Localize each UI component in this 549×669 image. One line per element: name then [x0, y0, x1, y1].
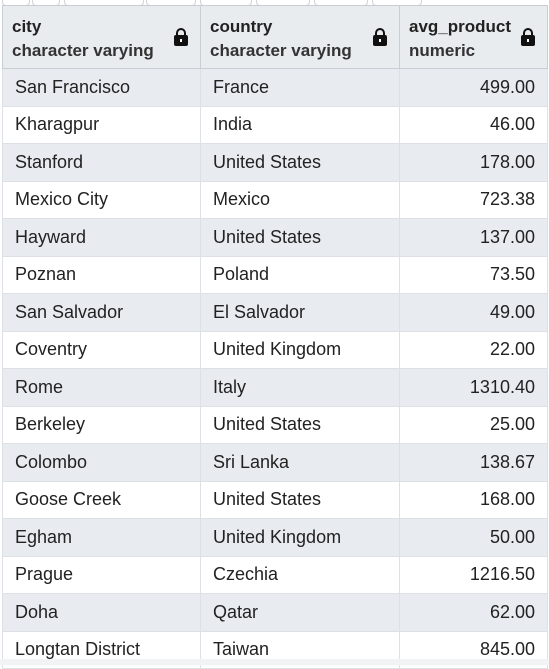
toolbar-button[interactable]	[314, 0, 368, 5]
column-name: city	[12, 17, 42, 36]
table-row[interactable]: Rome Italy 1310.40	[2, 368, 548, 407]
cell-country[interactable]: France	[200, 68, 400, 107]
cell-avg-product[interactable]: 1310.40	[399, 368, 548, 407]
table-row[interactable]: Prague Czechia 1216.50	[2, 555, 548, 594]
cell-country[interactable]: United States	[200, 143, 400, 182]
lock-icon	[521, 28, 535, 46]
toolbar-button[interactable]	[200, 0, 252, 5]
cell-avg-product[interactable]: 50.00	[399, 518, 548, 557]
table-row[interactable]: Stanford United States 178.00	[2, 143, 548, 182]
cell-country[interactable]: El Salvador	[200, 293, 400, 332]
cell-avg-product[interactable]: 137.00	[399, 218, 548, 257]
cell-avg-product[interactable]: 46.00	[399, 105, 548, 144]
table-row[interactable]: Mexico City Mexico 723.38	[2, 180, 548, 219]
cell-avg-product[interactable]: 178.00	[399, 143, 548, 182]
cell-country[interactable]: Mexico	[200, 180, 400, 219]
cell-city[interactable]: Coventry	[2, 330, 201, 369]
column-header-country[interactable]: country character varying	[200, 5, 400, 69]
horizontal-scrollbar-track[interactable]	[0, 659, 549, 665]
cell-city[interactable]: Stanford	[2, 143, 201, 182]
cell-country[interactable]: United States	[200, 405, 400, 444]
cell-avg-product[interactable]: 723.38	[399, 180, 548, 219]
column-type: character varying	[210, 41, 352, 60]
table-row[interactable]: Coventry United Kingdom 22.00	[2, 330, 548, 369]
cell-country[interactable]: Sri Lanka	[200, 443, 400, 482]
cell-city[interactable]: Poznan	[2, 255, 201, 294]
cell-avg-product[interactable]: 1216.50	[399, 555, 548, 594]
cell-city[interactable]: Goose Creek	[2, 480, 201, 519]
toolbar-button[interactable]	[146, 0, 196, 5]
toolbar-button[interactable]	[256, 0, 310, 5]
cell-country[interactable]: United Kingdom	[200, 330, 400, 369]
cell-city[interactable]: Mexico City	[2, 180, 201, 219]
cell-city[interactable]: Colombo	[2, 443, 201, 482]
cell-country[interactable]: India	[200, 105, 400, 144]
cell-country[interactable]: Qatar	[200, 593, 400, 632]
column-header-city[interactable]: city character varying	[2, 5, 201, 69]
result-grid: city character varying country character…	[2, 5, 548, 669]
cell-country[interactable]: United Kingdom	[200, 518, 400, 557]
cell-avg-product[interactable]: 62.00	[399, 593, 548, 632]
table-row[interactable]: Colombo Sri Lanka 138.67	[2, 443, 548, 482]
table-row[interactable]: Kharagpur India 46.00	[2, 105, 548, 144]
column-name: avg_product	[409, 17, 512, 36]
cell-city[interactable]: Prague	[2, 555, 201, 594]
cell-avg-product[interactable]: 138.67	[399, 443, 548, 482]
table-row[interactable]: Hayward United States 137.00	[2, 218, 548, 257]
cell-country[interactable]: United States	[200, 480, 400, 519]
table-row[interactable]: San Francisco France 499.00	[2, 68, 548, 107]
cell-city[interactable]: Kharagpur	[2, 105, 201, 144]
toolbar-strip	[0, 0, 549, 5]
table-row[interactable]: Doha Qatar 62.00	[2, 593, 548, 632]
table-row[interactable]: Poznan Poland 73.50	[2, 255, 548, 294]
column-type: character varying	[12, 41, 154, 60]
table-row[interactable]: Berkeley United States 25.00	[2, 405, 548, 444]
column-name: country	[210, 17, 273, 36]
cell-city[interactable]: Berkeley	[2, 405, 201, 444]
toolbar-button[interactable]	[64, 0, 144, 5]
cell-avg-product[interactable]: 25.00	[399, 405, 548, 444]
table-row[interactable]: Goose Creek United States 168.00	[2, 480, 548, 519]
column-header-avg-product[interactable]: avg_product numeric	[399, 5, 548, 69]
table-row[interactable]: San Salvador El Salvador 49.00	[2, 293, 548, 332]
cell-country[interactable]: Italy	[200, 368, 400, 407]
lock-icon	[174, 28, 188, 46]
cell-avg-product[interactable]: 168.00	[399, 480, 548, 519]
cell-city[interactable]: San Francisco	[2, 68, 201, 107]
lock-icon	[373, 28, 387, 46]
cell-city[interactable]: Hayward	[2, 218, 201, 257]
cell-avg-product[interactable]: 49.00	[399, 293, 548, 332]
cell-city[interactable]: Egham	[2, 518, 201, 557]
toolbar-button[interactable]	[2, 0, 30, 5]
cell-city[interactable]: Doha	[2, 593, 201, 632]
header-row: city character varying country character…	[2, 5, 548, 69]
cell-city[interactable]: Rome	[2, 368, 201, 407]
cell-country[interactable]: Czechia	[200, 555, 400, 594]
cell-country[interactable]: Poland	[200, 255, 400, 294]
cell-city[interactable]: San Salvador	[2, 293, 201, 332]
toolbar-button[interactable]	[32, 0, 60, 5]
toolbar-button[interactable]	[372, 0, 422, 5]
column-type: numeric	[409, 41, 476, 60]
cell-country[interactable]: United States	[200, 218, 400, 257]
cell-avg-product[interactable]: 499.00	[399, 68, 548, 107]
cell-avg-product[interactable]: 22.00	[399, 330, 548, 369]
cell-avg-product[interactable]: 73.50	[399, 255, 548, 294]
table-row[interactable]: Egham United Kingdom 50.00	[2, 518, 548, 557]
